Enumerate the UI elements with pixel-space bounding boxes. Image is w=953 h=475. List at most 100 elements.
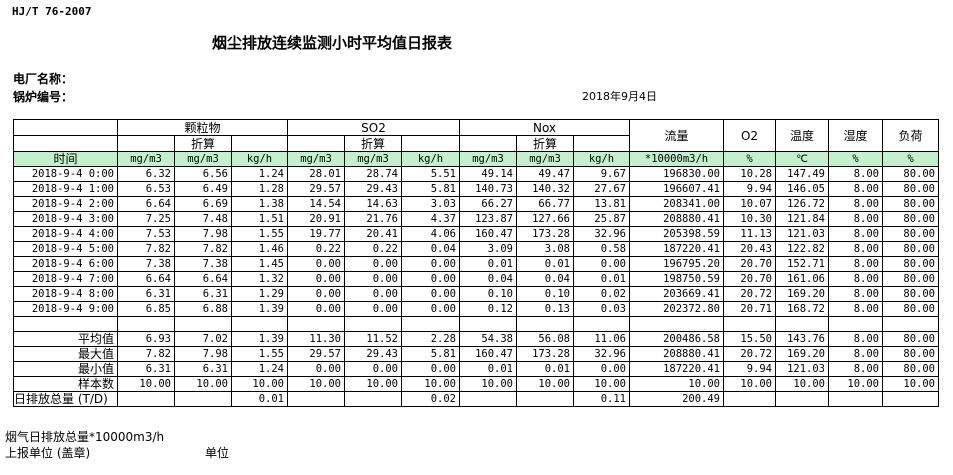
- blank-cell: [573, 316, 630, 332]
- value-cell: 6.64: [117, 271, 175, 287]
- report-table: 颗粒物 SO2 Nox 流量 O2 温度 湿度 负荷 折算 折算 折算 时间 mg…: [13, 119, 939, 407]
- stat-cell: 5.81: [401, 346, 460, 362]
- stat-cell: [459, 391, 517, 407]
- value-cell: 66.27: [459, 196, 517, 212]
- standard-code: HJ/T 76-2007: [12, 5, 92, 18]
- stat-cell: 0.11: [573, 391, 630, 407]
- value-cell: 152.71: [775, 256, 829, 272]
- value-cell: 20.70: [723, 271, 776, 287]
- stat-cell: 80.00: [882, 346, 939, 362]
- blank-cell: [516, 316, 574, 332]
- blank-cell: [174, 316, 232, 332]
- stat-cell: 10.00: [775, 376, 829, 392]
- unit-cell: %: [882, 151, 939, 167]
- value-cell: 1.32: [231, 271, 288, 287]
- stat-cell: 208880.41: [629, 346, 724, 362]
- value-cell: 196830.00: [629, 166, 724, 182]
- header-blank: [573, 135, 630, 152]
- value-cell: 11.13: [723, 226, 776, 242]
- table-row: 2018-9-4 2:00 6.64 6.69 1.38 14.54 14.63 3.03 6…: [13, 196, 939, 212]
- value-cell: 0.00: [401, 271, 460, 287]
- stat-cell: 0.00: [344, 361, 402, 377]
- value-cell: 80.00: [882, 301, 939, 317]
- value-cell: 0.01: [516, 256, 574, 272]
- value-cell: 0.03: [573, 301, 630, 317]
- value-cell: 80.00: [882, 181, 939, 197]
- stat-cell: 56.08: [516, 331, 574, 347]
- value-cell: 0.00: [287, 286, 345, 302]
- value-cell: 10.30: [723, 211, 776, 227]
- value-cell: 13.81: [573, 196, 630, 212]
- value-cell: 6.88: [174, 301, 232, 317]
- value-cell: 208880.41: [629, 211, 724, 227]
- report-title: 烟尘排放连续监测小时平均值日报表: [212, 34, 453, 52]
- unit-cell: kg/h: [401, 151, 460, 167]
- stat-cell: [828, 391, 883, 407]
- stat-cell: 1.39: [231, 331, 288, 347]
- stat-cell: 0.02: [401, 391, 460, 407]
- stat-cell: 9.94: [723, 361, 776, 377]
- plant-name-label: 电厂名称：: [13, 72, 74, 86]
- value-cell: 1.51: [231, 211, 288, 227]
- stat-cell: 10.00: [459, 376, 517, 392]
- value-cell: 140.73: [459, 181, 517, 197]
- table-row: 2018-9-4 4:00 7.53 7.98 1.55 19.77 20.41 4.06 1…: [13, 226, 939, 242]
- value-cell: 187220.41: [629, 241, 724, 257]
- unit-cell: ℃: [775, 151, 829, 167]
- header-blank: [401, 135, 460, 152]
- table-row: 2018-9-4 7:00 6.64 6.64 1.32 0.00 0.00 0.00 0.0…: [13, 271, 939, 287]
- value-cell: 28.74: [344, 166, 402, 182]
- value-cell: 0.00: [573, 256, 630, 272]
- table-row: 2018-9-4 3:00 7.25 7.48 1.51 20.91 21.76 4.37 1…: [13, 211, 939, 227]
- stat-cell: 10.00: [723, 376, 776, 392]
- stat-cell: 80.00: [882, 331, 939, 347]
- value-cell: 8.00: [828, 211, 883, 227]
- value-cell: 0.00: [287, 271, 345, 287]
- value-cell: 6.64: [117, 196, 175, 212]
- time-cell: 2018-9-4 6:00: [13, 256, 118, 272]
- value-cell: 8.00: [828, 226, 883, 242]
- stat-cell: 121.03: [775, 361, 829, 377]
- value-cell: 80.00: [882, 271, 939, 287]
- stat-cell: 10.00: [882, 376, 939, 392]
- value-cell: 0.00: [401, 301, 460, 317]
- value-cell: 25.87: [573, 211, 630, 227]
- time-cell: 2018-9-4 3:00: [13, 211, 118, 227]
- value-cell: 20.71: [723, 301, 776, 317]
- value-cell: 1.29: [231, 286, 288, 302]
- header-load: 负荷: [882, 119, 939, 152]
- value-cell: 0.58: [573, 241, 630, 257]
- stat-cell: 160.47: [459, 346, 517, 362]
- value-cell: 8.00: [828, 241, 883, 257]
- value-cell: 5.81: [401, 181, 460, 197]
- value-cell: 161.06: [775, 271, 829, 287]
- value-cell: 10.07: [723, 196, 776, 212]
- table-row: 2018-9-4 0:00 6.32 6.56 1.24 28.01 28.74 5.51 4…: [13, 166, 939, 182]
- value-cell: 49.47: [516, 166, 574, 182]
- stat-cell: 0.00: [401, 361, 460, 377]
- value-cell: 160.47: [459, 226, 517, 242]
- value-cell: 7.38: [174, 256, 232, 272]
- value-cell: 80.00: [882, 286, 939, 302]
- value-cell: 10.28: [723, 166, 776, 182]
- value-cell: 7.25: [117, 211, 175, 227]
- stat-cell: 10.00: [828, 376, 883, 392]
- stat-cell: 10.00: [401, 376, 460, 392]
- table-row: 2018-9-4 9:00 6.85 6.88 1.39 0.00 0.00 0.00 0.1…: [13, 301, 939, 317]
- value-cell: 0.00: [344, 301, 402, 317]
- value-cell: 20.41: [344, 226, 402, 242]
- value-cell: 9.67: [573, 166, 630, 182]
- value-cell: 49.14: [459, 166, 517, 182]
- stat-cell: 7.98: [174, 346, 232, 362]
- stat-cell: 10.00: [117, 376, 175, 392]
- stat-cell: 20.72: [723, 346, 776, 362]
- stat-cell: 10.00: [287, 376, 345, 392]
- stat-cell: 200486.58: [629, 331, 724, 347]
- blank-cell: [828, 316, 883, 332]
- stat-cell: 11.52: [344, 331, 402, 347]
- value-cell: 202372.80: [629, 301, 724, 317]
- value-cell: 4.06: [401, 226, 460, 242]
- value-cell: 7.98: [174, 226, 232, 242]
- value-cell: 0.12: [459, 301, 517, 317]
- value-cell: 146.05: [775, 181, 829, 197]
